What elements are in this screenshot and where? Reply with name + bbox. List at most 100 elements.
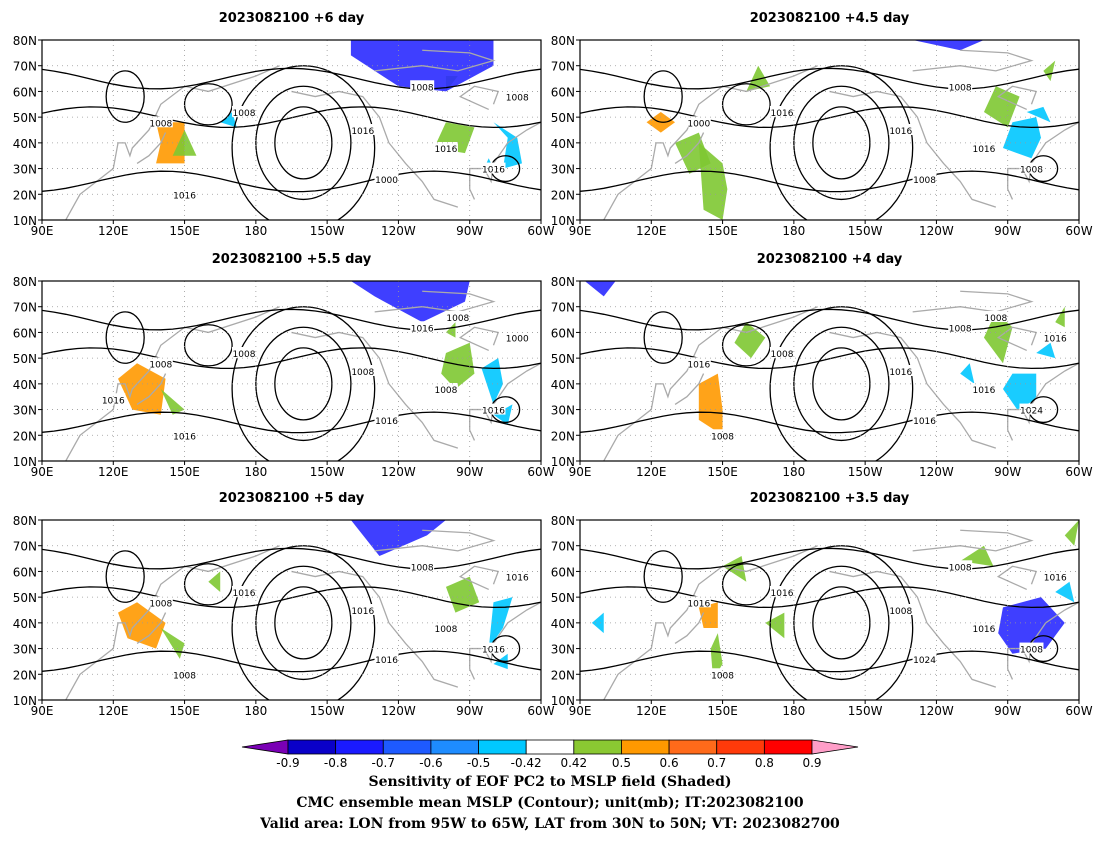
map-area: 1016 1016 1016 1008 1016 1008 1024 1016 1008 1008 [580,281,1079,461]
panel-title: 2023082100 +5 day [219,491,365,506]
negative-sensitivity-region [584,281,616,297]
footer-line-2: CMC ensemble mean MSLP (Contour); unit(m… [296,795,804,811]
lat-tick-label: 40N [551,378,575,392]
negative-sensitivity-region [1002,373,1037,410]
lat-tick-label: 40N [13,137,37,151]
lon-tick-label: 150E [707,704,738,718]
map-panel: 2023082100 +5.5 day100810081008101610161… [13,252,555,479]
contour-label: 1008 [351,368,374,378]
lat-tick-label: 10N [551,214,575,228]
lon-tick-label: 150W [310,704,345,718]
lat-tick-label: 30N [551,643,575,657]
colorbar-box [382,739,432,755]
lat-tick-label: 80N [13,34,37,48]
isobar-contour [274,347,333,421]
lat-tick-label: 30N [551,163,575,177]
contour-label: 1008 [149,119,172,129]
contour-label: 1000 [506,335,529,345]
colorbar-level-label: -0.6 [419,756,442,770]
map-frame [41,519,542,701]
contour-label: 1024 [913,656,936,666]
contour-label: 1016 [482,166,505,176]
positive-sensitivity-region [160,628,185,659]
lon-tick-label: 90E [31,224,54,238]
lat-tick-label: 60N [13,326,37,340]
isobar-contour [812,347,871,421]
lon-tick-label: 150W [848,465,883,479]
contour-label: 1008 [1020,646,1043,656]
coastline [603,306,818,461]
coastline [1007,362,1079,441]
coastline [469,121,541,200]
colorbar-level-label: 0.7 [707,756,726,770]
lon-tick-label: 150W [848,704,883,718]
coastline [603,65,818,220]
contour-label: 1016 [482,646,505,656]
contour-label: 1016 [411,324,434,334]
positive-sensitivity-region [1064,520,1079,546]
negative-sensitivity-region [998,597,1065,654]
lon-tick-label: 150W [848,224,883,238]
colorbar-extend-low [241,739,289,755]
lon-tick-label: 120E [636,704,667,718]
contour-label: 1008 [949,83,972,93]
map-panel: 2023082100 +3.5 day101610081016100810241… [551,491,1093,718]
coastline [912,529,1034,552]
contour-label: 1008 [446,314,469,324]
panel-title: 2023082100 +5.5 day [212,252,372,267]
isobar-contour [643,70,683,123]
lat-tick-label: 10N [551,694,575,708]
lon-tick-label: 120W [919,704,954,718]
positive-sensitivity-region [160,389,185,415]
contour-label: 1008 [711,432,734,442]
lat-tick-label: 80N [551,275,575,289]
map-area: 1000 1016 1016 1008 1008 1016 1008 [580,40,1079,220]
contour-label: 1016 [375,656,398,666]
lon-tick-label: 180 [782,465,805,479]
positive-sensitivity-region [698,142,728,220]
isobar-contour [580,547,1079,570]
contour-label: 1016 [972,386,995,396]
contour-label: 1024 [1020,407,1043,417]
colorbar-box [335,739,384,755]
isobar-contour [580,67,1079,90]
contour-label: 1016 [1044,574,1067,584]
contour-label: 1008 [1020,166,1043,176]
colorbar-box [763,739,813,755]
colorbar-level-label: -0.42 [511,756,542,770]
lat-tick-label: 20N [551,188,575,202]
panel-title: 2023082100 +4 day [757,252,903,267]
lon-tick-label: 120E [636,224,667,238]
lon-tick-label: 120E [98,224,129,238]
map-panel: 2023082100 +4 day 1016 1016 1016 1008 1016 100… [551,252,1093,479]
coastline [1007,121,1079,200]
isobar-contour [183,563,233,606]
contour-label: 1016 [351,127,374,137]
colorbar-extend-high [811,739,859,755]
contour-label: 1008 [889,607,912,617]
lon-tick-label: 150W [310,465,345,479]
map-area: 1008 1016 1008 1008 1016 1016 1016 1016 1008 [42,520,541,700]
colorbar-box [430,739,479,755]
lat-tick-label: 20N [551,668,575,682]
isobar-contour [721,324,771,367]
lon-tick-label: 120W [919,224,954,238]
lon-tick-label: 150E [169,465,200,479]
panel-title: 2023082100 +6 day [219,11,365,26]
isobar-contour [769,545,914,700]
lat-tick-label: 30N [13,643,37,657]
isobar-contour [183,83,233,126]
lat-tick-label: 70N [551,540,575,554]
coastline [603,545,818,700]
lon-tick-label: 120E [636,465,667,479]
isobar-contour [274,586,333,660]
footer-line-3: Valid area: LON from 95W to 65W, LAT fro… [260,816,840,832]
lat-tick-label: 50N [551,111,575,125]
colorbar-box [287,739,337,755]
coastline [374,290,496,313]
lat-tick-label: 10N [13,214,37,228]
coastline [136,612,167,644]
positive-sensitivity-region [983,86,1020,128]
coastline [674,373,705,405]
lat-tick-label: 30N [13,163,37,177]
